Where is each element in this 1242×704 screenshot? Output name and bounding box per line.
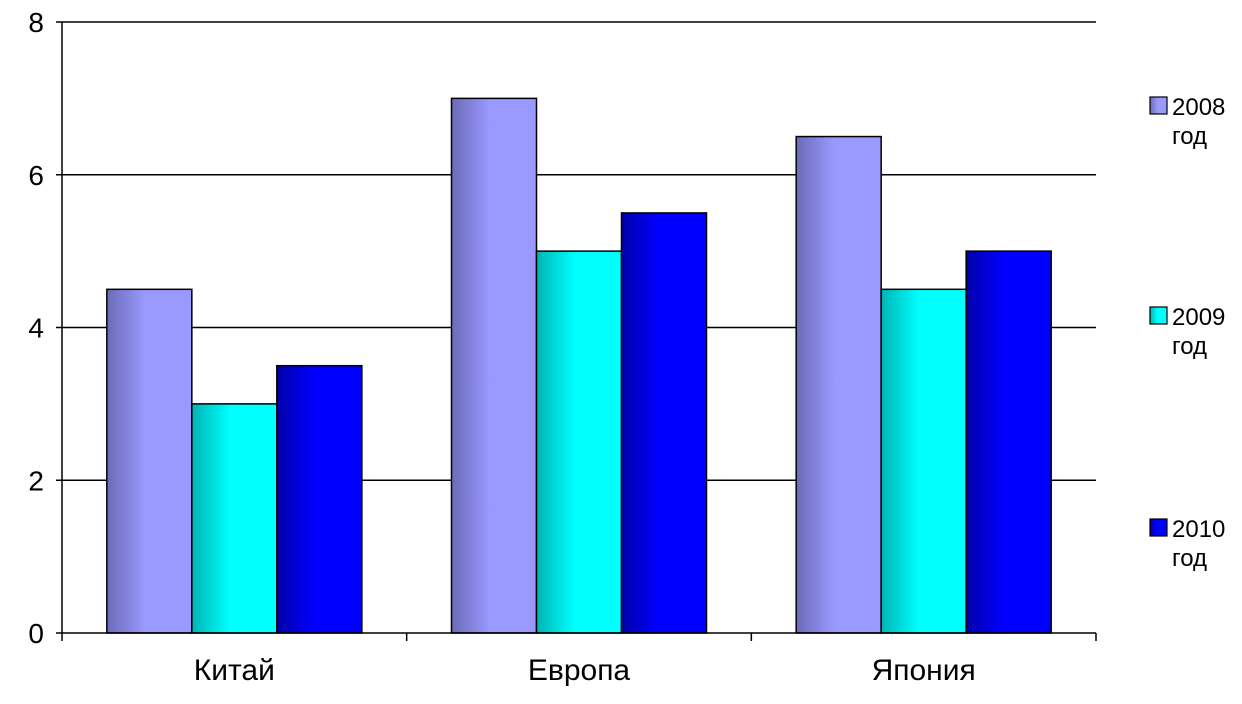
- y-tick-label-6: 6: [28, 160, 44, 191]
- y-tick-label-2: 2: [28, 465, 44, 496]
- bar-2009-год-европа: [535, 250, 623, 634]
- legend-swatch-2010-год: [1149, 518, 1168, 537]
- y-tick-label-0: 0: [28, 618, 44, 649]
- x-category-label-европа: Европа: [528, 654, 631, 687]
- bar-2009-год-япония: [880, 288, 967, 634]
- legend-swatch-2008-год: [1149, 96, 1168, 115]
- legend-swatch-2009-год: [1149, 306, 1168, 325]
- x-category-label-япония: Япония: [872, 654, 976, 687]
- axes: 0 2 4 6 8 Китай Европа Япония: [28, 7, 1097, 687]
- bar-2010-год-япония: [965, 250, 1052, 634]
- legend-label-2010-год-line1: 2010: [1172, 516, 1225, 543]
- bars: [106, 97, 1052, 634]
- bar-2008-год-китай: [106, 288, 193, 634]
- bar-2009-год-китай: [191, 403, 278, 634]
- legend-label-2008-год-line2: год: [1172, 123, 1207, 150]
- y-tick-label-8: 8: [28, 7, 44, 38]
- y-tick-label-4: 4: [28, 313, 44, 344]
- bar-2008-год-япония: [795, 135, 882, 634]
- legend-label-2008-год-line1: 2008: [1172, 94, 1225, 121]
- legend-label-2009-год-line1: 2009: [1172, 304, 1225, 331]
- bar-2010-год-европа: [620, 212, 708, 634]
- legend-label-2009-год-line2: год: [1172, 333, 1207, 360]
- x-category-label-китай: Китай: [194, 654, 275, 687]
- legend-label-2010-год-line2: год: [1172, 545, 1207, 572]
- bar-2010-год-китай: [276, 364, 363, 634]
- bar-2008-год-европа: [450, 97, 538, 634]
